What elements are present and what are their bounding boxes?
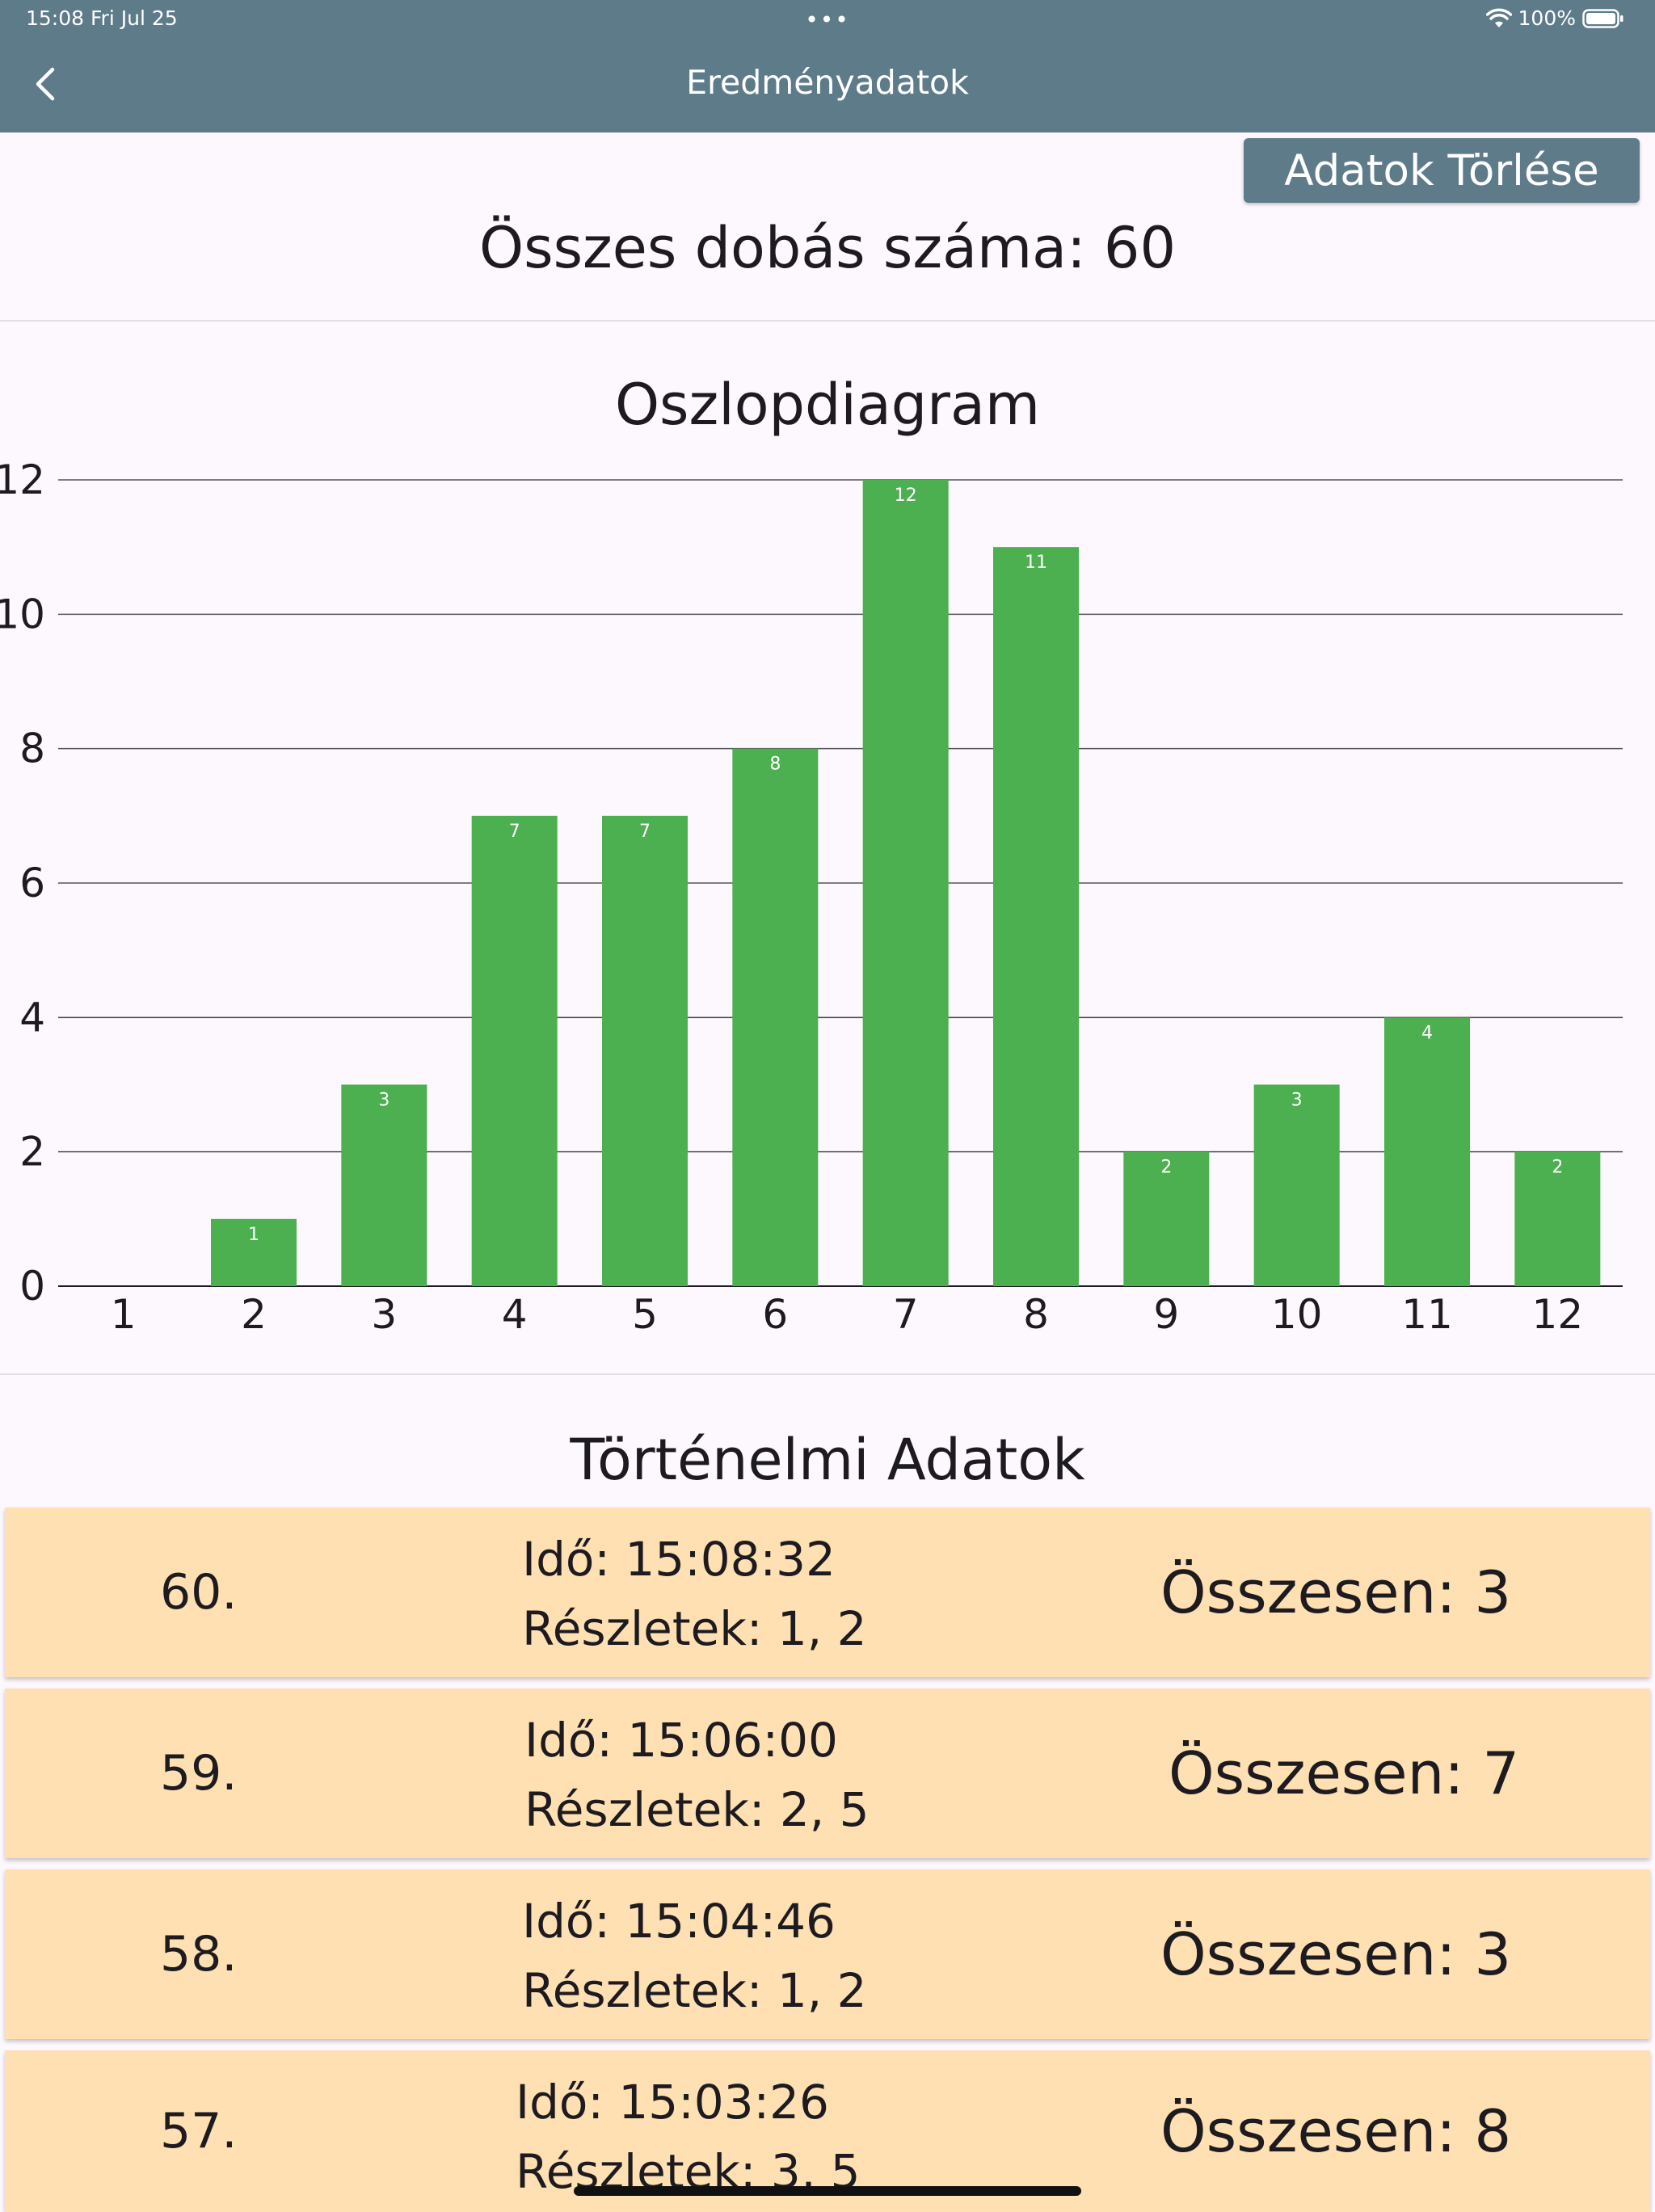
battery-icon <box>1582 8 1623 28</box>
bar-value-label: 2 <box>1160 1158 1172 1178</box>
bar <box>1514 1151 1601 1286</box>
divider <box>0 320 1655 322</box>
x-tick-label: 4 <box>502 1291 528 1338</box>
x-tick-label: 9 <box>1153 1291 1179 1338</box>
bar <box>471 815 558 1286</box>
bar-value-label: 1 <box>248 1225 259 1245</box>
x-tick-label: 8 <box>1023 1291 1049 1338</box>
throw-time: Idő: 15:03:26 <box>516 2075 829 2130</box>
x-tick-label: 1 <box>111 1291 137 1338</box>
x-tick-label: 3 <box>371 1291 397 1338</box>
x-tick-label: 12 <box>1532 1291 1584 1338</box>
history-card: 57. Idő: 15:03:26 Részletek: 3, 5 Összes… <box>5 2050 1650 2212</box>
throw-index: 60. <box>160 1564 238 1621</box>
throw-total: Összesen: 3 <box>1160 1920 1512 1988</box>
x-tick-label: 2 <box>241 1291 267 1338</box>
y-tick-label: 4 <box>19 994 45 1041</box>
page-title: Eredményadatok <box>686 63 969 102</box>
bar-value-label: 7 <box>639 822 651 842</box>
y-tick-label: 8 <box>19 725 45 772</box>
throw-details: Részletek: 2, 5 <box>524 1782 870 1837</box>
bar <box>341 1084 427 1286</box>
status-right: 100% <box>1485 6 1624 30</box>
throw-total: Összesen: 8 <box>1160 2097 1512 2165</box>
chart-title: Oszlopdiagram <box>614 372 1041 438</box>
throw-time: Idő: 15:06:00 <box>524 1713 838 1768</box>
throw-index: 57. <box>160 2103 238 2159</box>
bar-value-label: 3 <box>378 1091 390 1111</box>
throw-index: 59. <box>160 1745 238 1802</box>
y-tick-label: 0 <box>19 1263 45 1310</box>
x-tick-label: 6 <box>762 1291 788 1338</box>
x-tick-label: 5 <box>632 1291 658 1338</box>
x-tick-label: 7 <box>893 1291 919 1338</box>
throw-time: Idő: 15:04:46 <box>522 1894 836 1949</box>
clear-data-button[interactable]: Adatok Törlése <box>1244 138 1640 203</box>
battery-percentage: 100% <box>1518 6 1576 30</box>
throw-index: 58. <box>160 1926 238 1983</box>
bar <box>1253 1084 1340 1286</box>
back-button[interactable] <box>24 60 66 108</box>
bar-value-label: 3 <box>1291 1091 1303 1111</box>
y-tick-label: 6 <box>19 860 45 906</box>
y-tick-label: 2 <box>19 1129 45 1175</box>
history-title: Történelmi Adatok <box>570 1427 1085 1493</box>
bar <box>602 815 688 1286</box>
history-card: 58. Idő: 15:04:46 Részletek: 1, 2 Összes… <box>5 1869 1650 2039</box>
status-time: 15:08 Fri Jul 25 <box>26 6 178 30</box>
bar <box>1123 1151 1210 1286</box>
wifi-icon <box>1485 8 1512 27</box>
y-tick-label: 12 <box>0 456 45 503</box>
bar-value-label: 8 <box>769 755 781 775</box>
multitask-dots[interactable]: ••• <box>805 6 850 33</box>
history-card: 59. Idő: 15:06:00 Részletek: 2, 5 Összes… <box>5 1688 1650 1858</box>
y-tick-label: 10 <box>0 591 45 637</box>
bar-value-label: 2 <box>1552 1158 1563 1178</box>
bar <box>211 1218 297 1286</box>
x-tick-label: 11 <box>1401 1291 1453 1338</box>
bar <box>732 748 819 1286</box>
bar <box>993 547 1079 1286</box>
throw-time: Idő: 15:08:32 <box>522 1532 836 1587</box>
divider <box>0 1373 1655 1375</box>
throw-details: Részletek: 1, 2 <box>522 1601 867 1656</box>
bar-value-label: 11 <box>1025 553 1047 573</box>
x-tick-label: 10 <box>1271 1291 1323 1338</box>
bar <box>862 480 949 1286</box>
bar-value-label: 12 <box>895 486 917 506</box>
bar-value-label: 4 <box>1421 1023 1433 1043</box>
app-header: 15:08 Fri Jul 25 ••• 100% Eredményadatok <box>0 0 1655 132</box>
home-indicator[interactable] <box>574 2186 1081 2196</box>
throw-total: Összesen: 7 <box>1169 1739 1520 1807</box>
throw-details: Részletek: 1, 2 <box>522 1963 867 2018</box>
history-card: 60. Idő: 15:08:32 Részletek: 1, 2 Összes… <box>5 1508 1650 1677</box>
throw-total: Összesen: 3 <box>1160 1558 1512 1626</box>
chevron-left-icon <box>36 67 55 101</box>
bar <box>1384 1017 1470 1286</box>
bar-value-label: 7 <box>509 822 520 842</box>
total-throws-label: Összes dobás száma: 60 <box>479 215 1176 281</box>
